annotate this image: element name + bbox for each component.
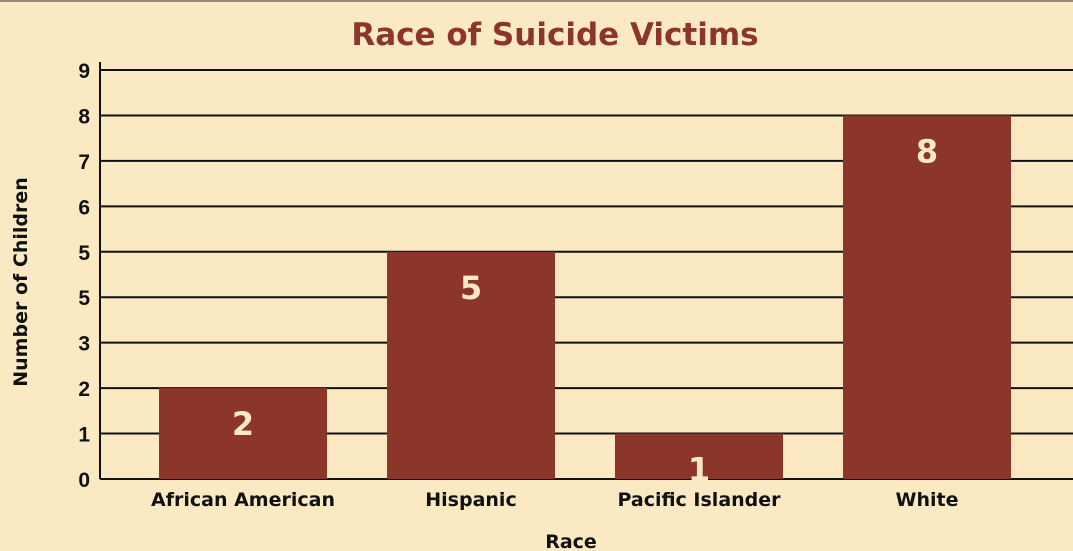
y-tick-label: 3 xyxy=(78,333,90,356)
x-tick-label: African American xyxy=(151,489,335,511)
x-tick-label: Pacific Islander xyxy=(617,489,781,511)
data-label: 8 xyxy=(916,132,938,170)
x-axis-label: Race xyxy=(545,531,597,551)
y-tick-label: 5 xyxy=(78,287,90,310)
y-tick-label: 8 xyxy=(78,105,90,128)
bar-hispanic xyxy=(387,251,555,479)
y-tick-label: 0 xyxy=(78,469,90,492)
y-tick-label: 7 xyxy=(78,151,90,174)
data-label: 5 xyxy=(460,269,482,307)
y-axis-label: Number of Children xyxy=(10,177,32,387)
bars xyxy=(159,115,1011,479)
data-labels: 2 5 1 8 xyxy=(232,132,938,488)
y-axis-ticks: 0 1 2 3 5 5 6 7 8 9 xyxy=(78,60,90,492)
y-tick-label: 5 xyxy=(78,242,90,265)
y-tick-label: 2 xyxy=(78,378,90,401)
x-axis-ticks: African American Hispanic Pacific Islander… xyxy=(151,489,958,511)
y-tick-label: 6 xyxy=(78,196,90,219)
y-tick-label: 9 xyxy=(78,60,90,83)
chart-title: Race of Suicide Victims xyxy=(351,17,758,53)
bar-white xyxy=(843,115,1011,479)
x-tick-label: White xyxy=(896,489,959,511)
x-tick-label: Hispanic xyxy=(425,489,516,511)
data-label: 2 xyxy=(232,405,254,443)
y-tick-label: 1 xyxy=(78,424,90,447)
data-label: 1 xyxy=(688,451,710,489)
bar-african-american xyxy=(159,388,327,479)
bar-pacific-islander xyxy=(615,433,783,479)
